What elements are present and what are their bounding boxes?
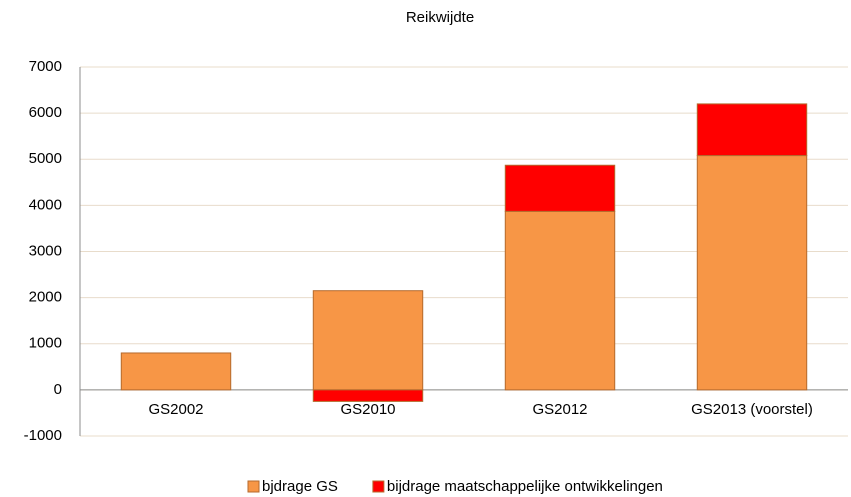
legend-label: bijdrage maatschappelijke ontwikkelingen: [387, 478, 663, 495]
legend-swatch: [372, 480, 385, 493]
y-tick-label: 3000: [29, 242, 62, 259]
bar-segment: [696, 103, 808, 157]
bar-segment: [504, 164, 616, 212]
bar-segment: [312, 389, 424, 402]
y-tick-label: 2000: [29, 289, 62, 306]
bar-segment: [504, 210, 616, 391]
bar-segment: [312, 290, 424, 391]
legend-swatch: [247, 480, 260, 493]
legend-label: bjdrage GS: [262, 478, 338, 495]
y-tick-label: 0: [54, 381, 62, 398]
y-tick-label: 4000: [29, 196, 62, 213]
x-tick-label: GS2012: [532, 401, 587, 418]
x-tick-label: GS2013 (voorstel): [691, 401, 813, 418]
x-tick-label: GS2002: [148, 401, 203, 418]
x-tick-label: GS2010: [340, 401, 395, 418]
bar-segment: [120, 352, 232, 391]
y-tick-label: 5000: [29, 150, 62, 167]
y-tick-label: 6000: [29, 104, 62, 121]
y-tick-label: 1000: [29, 335, 62, 352]
bar-segment: [696, 155, 808, 391]
y-tick-label: -1000: [24, 427, 62, 444]
chart-title: Reikwijdte: [406, 9, 474, 26]
y-tick-label: 7000: [29, 58, 62, 75]
